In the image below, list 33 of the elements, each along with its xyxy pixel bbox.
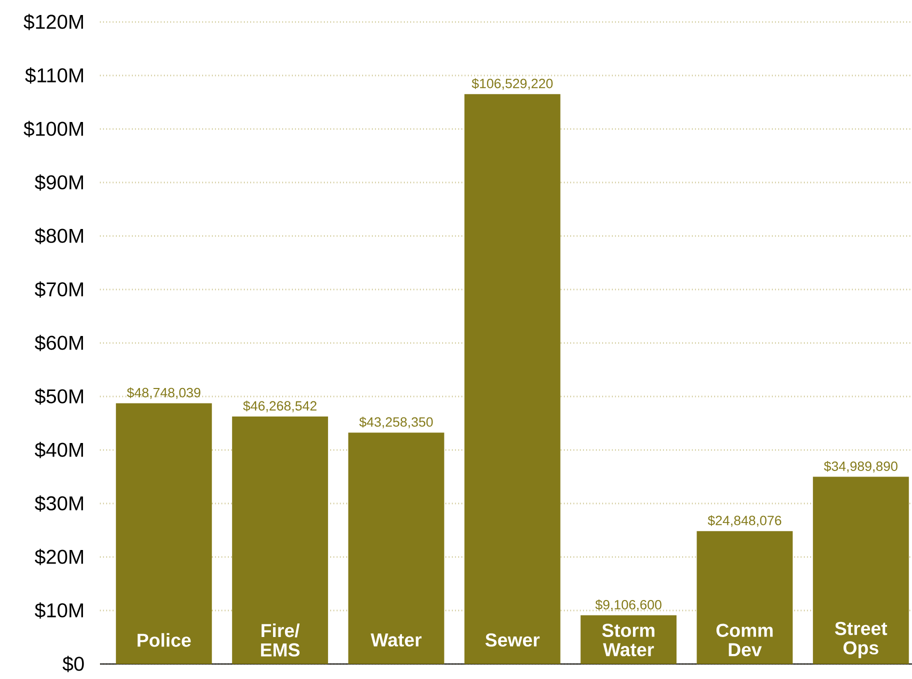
bar — [812, 476, 909, 664]
y-tick-label: $110M — [25, 67, 83, 84]
data-label: $9,106,600 — [595, 599, 662, 612]
data-label: $46,268,542 — [243, 400, 316, 412]
x-tick-label: Comm Dev — [716, 624, 773, 656]
y-tick-label: $80M — [34, 228, 83, 244]
y-tick-label: $20M — [34, 548, 83, 566]
data-label: $48,748,039 — [126, 387, 200, 399]
y-tick-label: $40M — [34, 442, 83, 458]
bar — [348, 432, 444, 664]
data-label: $106,529,220 — [472, 78, 553, 90]
bar — [696, 531, 793, 664]
x-tick-label: Storm Water — [602, 624, 654, 656]
bar — [232, 416, 328, 664]
bar — [464, 94, 560, 664]
y-tick-label: $120M — [24, 14, 83, 30]
y-tick-label: $50M — [34, 388, 83, 405]
x-tick-label: Street Ops — [834, 622, 888, 658]
data-label: $24,848,076 — [708, 515, 782, 527]
y-tick-label: $90M — [34, 174, 83, 191]
y-tick-label: $30M — [34, 495, 83, 512]
y-tick-label: $0 — [62, 656, 84, 672]
y-tick-label: $60M — [34, 334, 83, 352]
y-tick-label: $100M — [24, 120, 83, 138]
x-tick-label: Police — [138, 633, 191, 647]
y-tick-label: $10M — [34, 602, 83, 619]
data-label: $34,989,890 — [824, 460, 898, 473]
x-tick-label: Sewer — [485, 633, 540, 647]
x-tick-label: Fire/ EMS — [261, 623, 300, 657]
y-tick-label: $70M — [34, 281, 83, 298]
x-tick-label: Water — [370, 633, 422, 647]
bar — [116, 403, 212, 664]
data-label: $43,258,350 — [359, 416, 433, 428]
